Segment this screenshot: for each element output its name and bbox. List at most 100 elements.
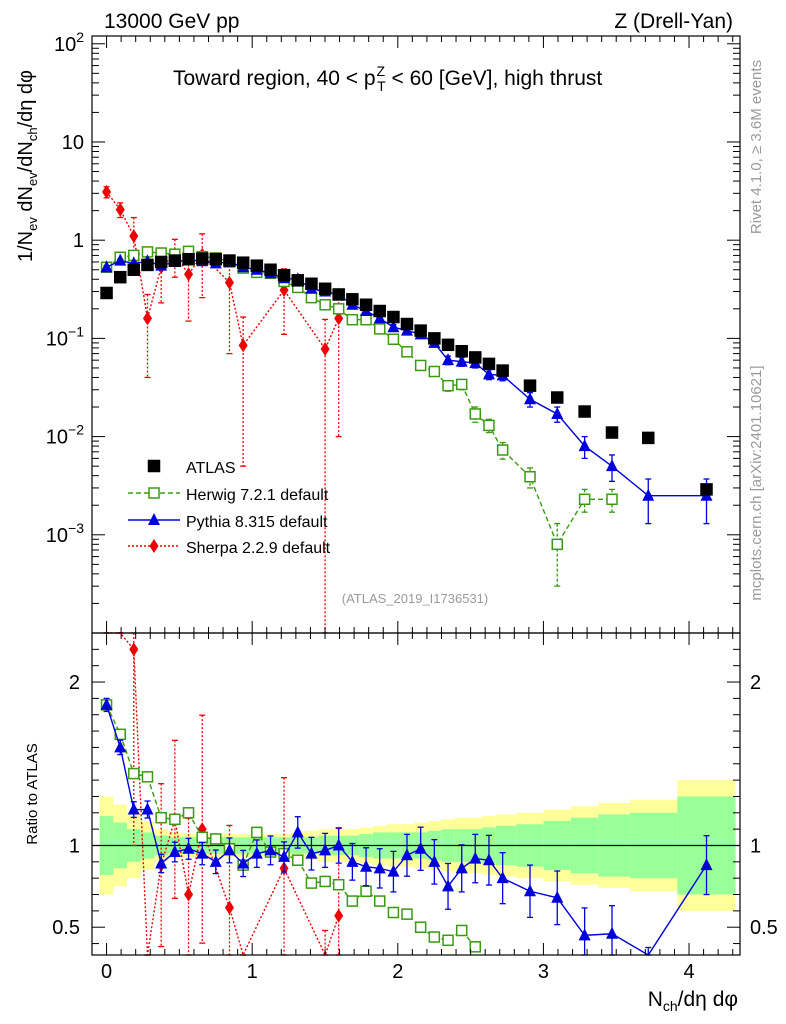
ratio-series: [100, 632, 713, 957]
pythia-ratio-point: [264, 843, 277, 856]
y-tick-label: 102: [54, 29, 84, 56]
y-tick-label: 10: [62, 132, 84, 154]
herwig-point: [469, 408, 482, 420]
sherpa-ratio-point: [129, 642, 139, 657]
herwig-ratio-point: [182, 807, 195, 819]
pythia-ratio-point: [250, 846, 263, 859]
legend-label: Sherpa 2.2.9 default: [186, 540, 331, 557]
ratio-y-tick-label: 2: [69, 672, 80, 694]
header-right: Z (Drell-Yan): [614, 10, 733, 33]
pythia-point: [482, 367, 495, 380]
legend-marker-sherpa: [149, 539, 159, 553]
herwig-ratio-point: [114, 728, 126, 741]
side-rivet: Rivet 4.1.0, ≥ 3.6M events: [748, 60, 765, 234]
pythia-ratio-point: [346, 854, 359, 867]
sherpa-ratio-point: [334, 908, 344, 923]
herwig-point: [319, 299, 331, 311]
y-tick-label: 10−2: [46, 422, 84, 449]
pythia-ratio-point: [496, 871, 509, 884]
pythia-ratio-point: [305, 846, 318, 859]
pythia-ratio-point: [455, 861, 468, 874]
herwig-point: [578, 493, 591, 506]
ratio-frame: [91, 632, 741, 956]
pythia-ratio-point: [196, 846, 209, 859]
herwig-ratio-point: [469, 941, 482, 953]
atlas-point: [113, 270, 127, 284]
pythia-ratio-point: [168, 845, 181, 858]
pythia-ratio-point: [278, 849, 291, 862]
herwig-point: [305, 291, 318, 304]
herwig-point: [455, 378, 468, 391]
herwig-ratio-point: [428, 931, 441, 943]
ratio-y-tick-label-right: 2: [750, 672, 761, 694]
herwig-ratio-point: [196, 831, 208, 844]
legend-label: ATLAS: [186, 460, 236, 477]
herwig-point: [442, 379, 454, 392]
herwig-ratio-point: [305, 877, 318, 889]
herwig-point: [524, 471, 536, 483]
herwig-ratio-point: [442, 934, 454, 947]
legend-label: Pythia 8.315 default: [186, 514, 328, 531]
herwig-ratio-point: [251, 826, 263, 839]
herwig-ratio-point: [319, 875, 331, 888]
herwig-ratio-point: [292, 854, 304, 866]
atlas-point: [700, 483, 713, 496]
y-tick-label: 10−1: [46, 323, 84, 350]
atlas-point: [305, 277, 318, 291]
herwig-point: [428, 365, 441, 378]
y-axis-label: 1/Nev dNev/dNch/dη dφ: [15, 70, 40, 262]
pythia-ratio-point: [100, 697, 113, 710]
sherpa-ratio-point: [224, 900, 234, 915]
sherpa-point: [184, 267, 194, 282]
herwig-point: [346, 313, 359, 326]
x-tick-label: 2: [392, 961, 403, 983]
pythia-ratio-point: [209, 854, 222, 867]
herwig-ratio-point: [210, 833, 222, 845]
pythia-ratio-point: [114, 740, 127, 753]
herwig-ratio-point: [455, 924, 468, 937]
atlas-point: [264, 263, 277, 276]
herwig-point: [401, 346, 413, 358]
atlas-point: [441, 338, 455, 352]
pythia-ratio-point: [237, 856, 250, 869]
herwig-ratio-point: [141, 771, 154, 783]
herwig-ratio-point: [373, 895, 386, 907]
herwig-point: [387, 333, 400, 345]
pythia-ratio-point: [155, 856, 168, 869]
atlas-point: [346, 293, 359, 306]
atlas-point: [332, 288, 345, 301]
atlas-point: [428, 332, 441, 345]
sherpa-point: [142, 311, 152, 326]
atlas-point: [482, 357, 496, 371]
x-axis-label: Nch/dη dφ: [648, 988, 738, 1014]
x-tick-label: 4: [683, 961, 694, 983]
ratio-y-label: Ratio to ATLAS: [24, 743, 41, 844]
herwig-ratio-line: [105, 704, 476, 948]
atlas-point: [469, 351, 482, 364]
atlas-point: [455, 344, 468, 358]
pythia-point: [606, 459, 619, 472]
x-tick-label: 3: [538, 961, 549, 983]
header-left: 13000 GeV pp: [104, 10, 239, 33]
atlas-point: [277, 268, 291, 282]
pythia-ratio-point: [387, 864, 400, 877]
y-tick-label: 1: [73, 230, 84, 252]
sherpa-point: [334, 311, 344, 326]
pythia-ratio-point: [482, 853, 495, 866]
pythia-ratio-point: [442, 879, 455, 892]
pythia-point: [100, 260, 113, 273]
x-tick-label: 1: [247, 961, 258, 983]
pythia-ratio-point: [291, 825, 304, 838]
herwig-point: [551, 538, 563, 551]
legend-label: Herwig 7.2.1 default: [186, 487, 329, 504]
atlas-point: [359, 298, 373, 312]
pythia-ratio-point: [428, 854, 441, 867]
atlas-point: [578, 405, 591, 418]
herwig-point: [414, 359, 427, 372]
pythia-ratio-point: [141, 802, 154, 815]
pythia-point: [642, 488, 655, 501]
ratio-y-tick-label: 1: [69, 835, 80, 857]
watermark: (ATLAS_2019_I1736531): [342, 591, 488, 606]
pythia-ratio-point: [524, 884, 537, 897]
